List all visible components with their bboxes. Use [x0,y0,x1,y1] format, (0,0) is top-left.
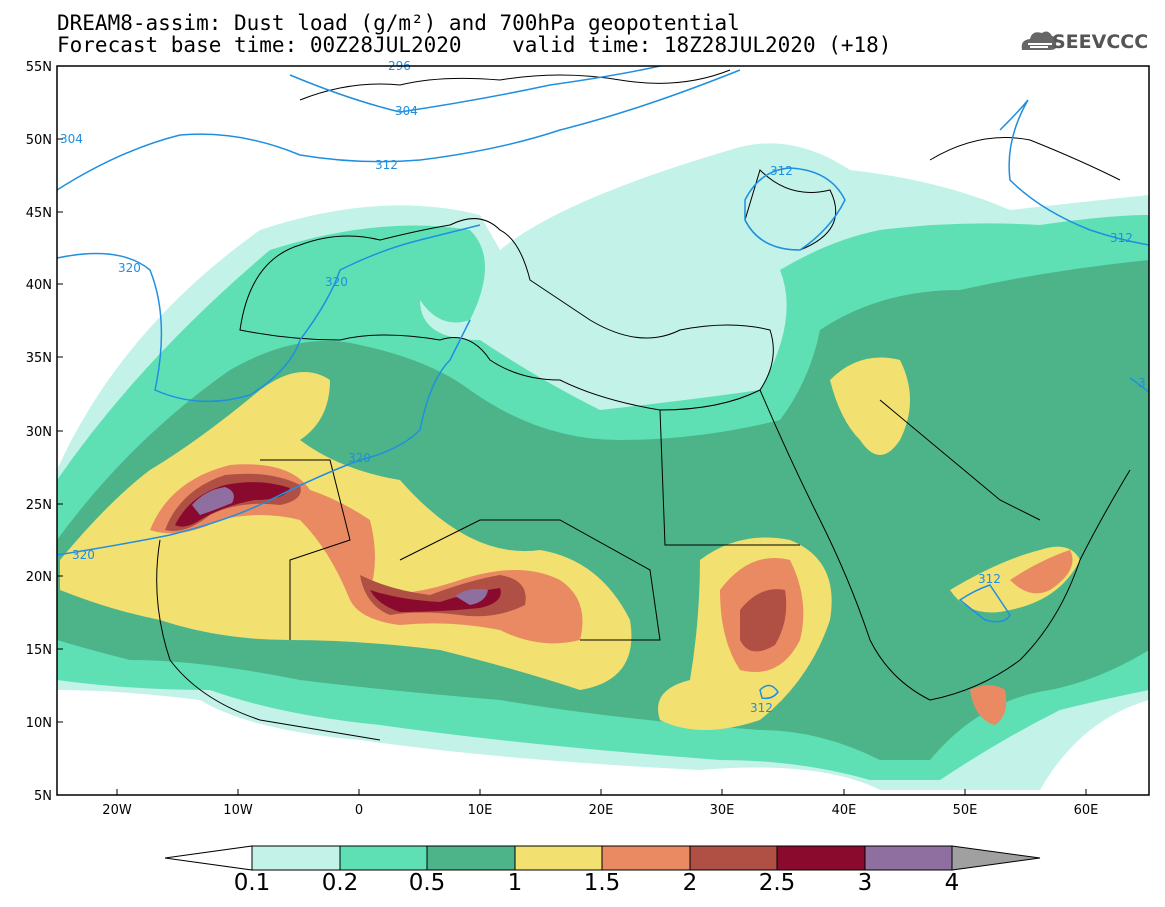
lat-label: 40N [26,278,52,293]
colorbar-label: 1 [507,870,523,896]
colorbar-low-arrow [164,845,253,871]
lon-label: 0 [355,803,363,818]
colorbar-label: 1.5 [583,870,621,896]
geopotential-contours [57,66,1149,700]
colorbar-label: 4 [944,870,960,896]
colorbar-label: 0.5 [408,870,446,896]
colorbar-segment [251,845,341,871]
lon-label: 10W [223,803,253,818]
contour-label: 304 [395,104,418,118]
colorbar-label: 3 [857,870,873,896]
contour-label: 320 [72,548,95,562]
dust-layer-2-5-c [740,589,787,652]
lon-label: 40E [832,803,857,818]
longitude-axis: 20W 10W 0 10E 20E 30E 40E 50E 60E [102,789,1098,818]
lon-label: 20W [102,803,132,818]
lon-label: 10E [468,803,493,818]
colorbar-segment [689,845,778,871]
contour-label: 312 [375,158,398,172]
dust-layer-4 [192,487,234,515]
lat-label: 35N [26,351,52,366]
map-title: DREAM8-assim: Dust load (g/m²) and 700hP… [57,11,740,35]
lon-label: 20E [589,803,614,818]
lat-label: 20N [26,570,52,585]
contour-label: 3 [1138,376,1146,390]
lat-label: 45N [26,206,52,221]
contour-label: 312 [978,572,1001,586]
colorbar-label: 2.5 [758,870,796,896]
lat-label: 25N [26,498,52,513]
contour-label: 320 [118,261,141,275]
contour-label: 320 [325,275,348,289]
dust-layer-1-5-c [1010,550,1073,594]
dust-layer-1-5-d [970,685,1007,725]
latitude-axis: 55N 50N 45N 40N 35N 30N 25N 20N 15N 10N … [26,60,63,804]
dust-layer-3 [175,482,290,527]
lat-label: 55N [26,60,52,75]
lat-label: 5N [34,789,52,804]
contour-label: 312 [1110,231,1133,245]
colorbar-segment [339,845,428,871]
contour-labels: 296 304 312 312 320 320 320 320 312 312 … [60,59,1146,715]
contour-label: 304 [60,132,83,146]
logo-text: SEEVCCC [1052,31,1149,53]
dust-fields [57,143,1149,791]
lat-label: 10N [26,716,52,731]
colorbar-segment [776,845,866,871]
map-subtitle: Forecast base time: 00Z28JUL2020 valid t… [57,33,892,57]
lat-label: 15N [26,643,52,658]
lat-label: 50N [26,133,52,148]
colorbar [164,845,1041,871]
lon-label: 50E [953,803,978,818]
contour-label: 312 [750,701,773,715]
colorbar-label: 0.1 [233,870,271,896]
contour-label: 312 [770,164,793,178]
contour-label: 320 [348,451,371,465]
coastlines [156,69,1131,741]
lon-label: 30E [710,803,735,818]
dust-layer-1-c [830,357,910,455]
lat-label: 30N [26,425,52,440]
colorbar-segment [601,845,691,871]
dust-layer-4-b [455,588,488,605]
cloud-logo-icon [1021,31,1057,50]
colorbar-segment [514,845,603,871]
colorbar-segment [426,845,516,871]
colorbar-label: 2 [682,870,698,896]
colorbar-segment [864,845,953,871]
colorbar-label: 0.2 [321,870,359,896]
colorbar-high-arrow [951,845,1041,871]
lon-label: 60E [1074,803,1099,818]
